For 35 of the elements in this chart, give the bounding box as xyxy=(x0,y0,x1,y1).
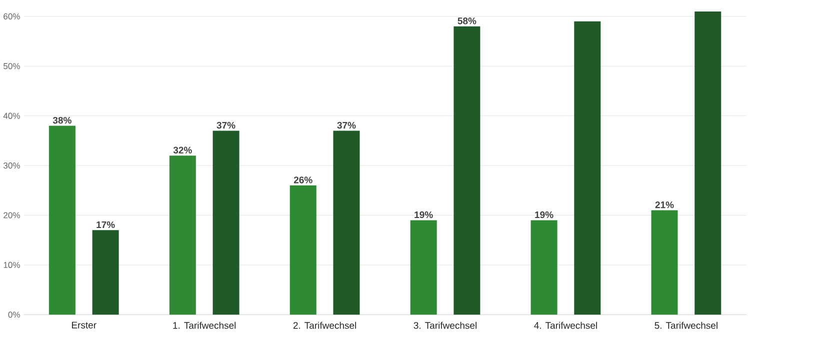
y-tick-label: 60% xyxy=(4,13,20,20)
y-tick-label: 50% xyxy=(4,62,20,70)
bar xyxy=(410,220,437,315)
bar xyxy=(290,185,316,315)
bar xyxy=(169,155,196,315)
bar xyxy=(530,220,558,315)
data-label: 19% xyxy=(414,211,433,218)
bar xyxy=(333,130,360,315)
data-label: 37% xyxy=(337,122,356,129)
data-label: 38% xyxy=(52,116,72,124)
y-tick-label: 20% xyxy=(4,212,20,218)
data-label: 17% xyxy=(96,221,115,228)
y-tick-label: 0% xyxy=(8,312,20,318)
bar xyxy=(48,126,76,315)
data-label: 37% xyxy=(216,122,236,129)
x-tick-label: 4. Tarifwechsel xyxy=(534,322,597,329)
bar xyxy=(694,11,722,315)
bar xyxy=(454,26,480,315)
x-tick-label: 5. Tarifwechsel xyxy=(654,322,718,329)
y-tick-label: 10% xyxy=(4,262,20,268)
y-tick-label: 40% xyxy=(3,112,20,119)
data-label: 26% xyxy=(294,176,312,184)
x-tick-label: Erster xyxy=(72,322,96,328)
data-label: 19% xyxy=(535,211,554,218)
x-tick-label: 2. Tarifwechsel xyxy=(293,322,356,329)
data-label: 21% xyxy=(655,201,674,208)
bar xyxy=(212,130,240,315)
bar xyxy=(651,210,678,315)
bar xyxy=(92,230,119,315)
data-label: 58% xyxy=(458,17,476,24)
data-label: 32% xyxy=(173,146,192,154)
y-tick-label: 30% xyxy=(4,162,20,168)
bar xyxy=(574,21,601,315)
x-tick-label: 3. Tarifwechsel xyxy=(414,322,476,329)
x-tick-label: 1. Tarifwechsel xyxy=(173,322,236,329)
